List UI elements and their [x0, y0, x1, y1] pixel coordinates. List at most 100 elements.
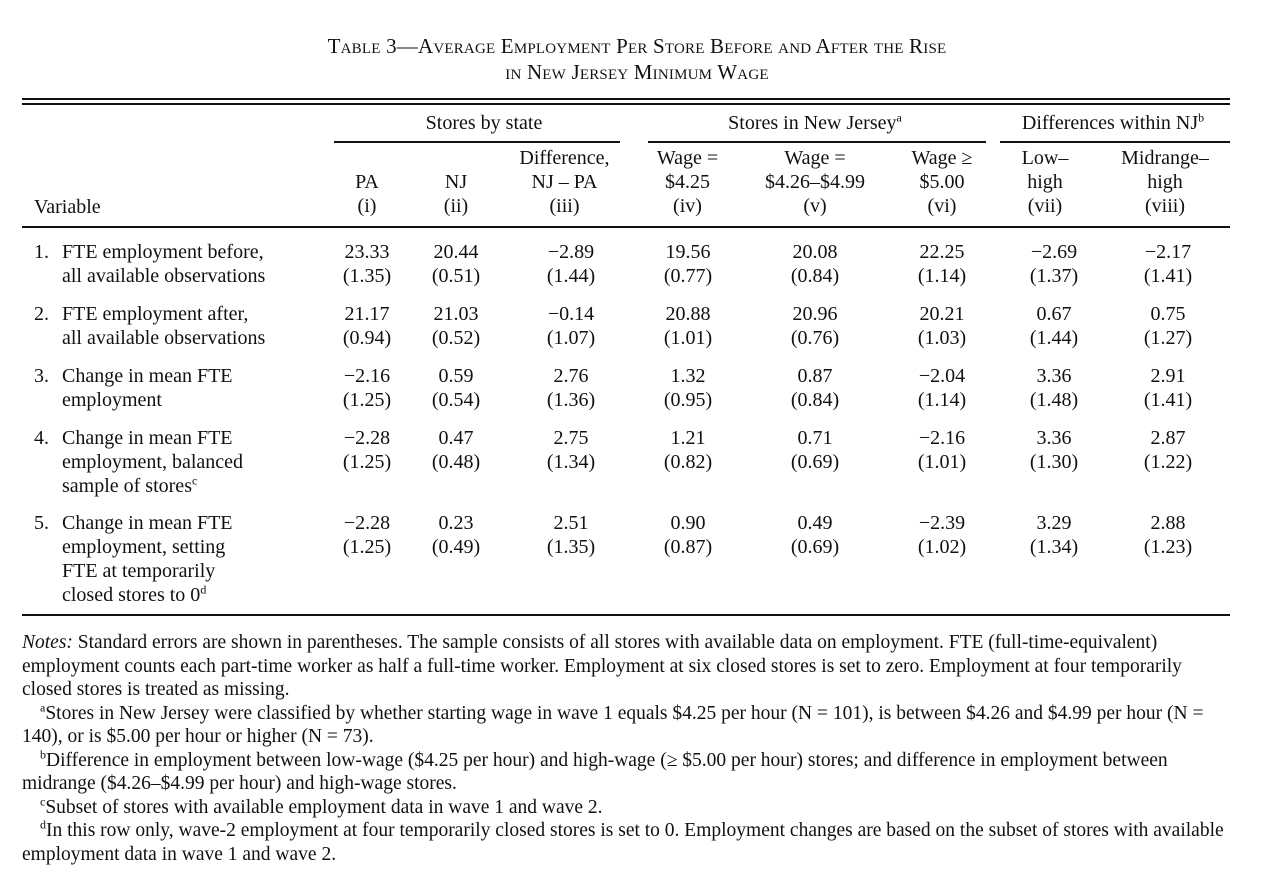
standard-error: (0.69)	[790, 536, 840, 558]
col-header-nj: NJ (ii)	[443, 171, 469, 217]
estimate-value: 19.56	[665, 241, 711, 263]
cell-row2-low-high: 0.67 (1.44)	[1004, 302, 1104, 350]
cell-row2-wage-500: 20.21 (1.03)	[892, 302, 992, 350]
cell-row4-wage-426-499: 0.71 (0.69)	[765, 426, 865, 474]
estimate-value: 3.36	[1036, 365, 1072, 387]
estimate-value: −2.28	[343, 427, 391, 449]
cell-row1-midrange-high: −2.17 (1.41)	[1118, 240, 1218, 288]
cell-row5-nj: 0.23 (0.49)	[406, 511, 506, 559]
estimate-value: 20.08	[792, 241, 838, 263]
standard-error: (0.51)	[431, 265, 481, 287]
standard-error: (0.49)	[431, 536, 481, 558]
estimate-value: 0.87	[797, 365, 833, 387]
cell-row1-difference: −2.89 (1.44)	[521, 240, 621, 288]
cell-row1-wage-426-499: 20.08 (0.84)	[765, 240, 865, 288]
estimate-value: 0.67	[1036, 303, 1072, 325]
cell-row4-pa: −2.28 (1.25)	[317, 426, 417, 474]
footnote-b: bDifference in employment between low-wa…	[22, 747, 1168, 794]
footnote-d: dIn this row only, wave-2 employment at …	[22, 817, 1224, 865]
cell-row5-pa: −2.28 (1.25)	[317, 511, 417, 559]
table-title-line-1: Table 3—Average Employment Per Store Bef…	[327, 34, 947, 58]
standard-error: (1.27)	[1143, 327, 1193, 349]
top-rule-1	[22, 98, 1230, 100]
row-label-1: 1. FTE employment before, all available ob…	[34, 241, 266, 287]
estimate-value: 20.21	[919, 303, 965, 325]
estimate-value: 0.59	[438, 365, 474, 387]
table-title-line-2: in New Jersey Minimum Wage	[505, 60, 769, 84]
estimate-value: 20.44	[433, 241, 479, 263]
table-notes: Notes: Standard errors are shown in pare…	[22, 631, 1234, 866]
estimate-value: 0.47	[438, 427, 474, 449]
cell-row5-difference: 2.51 (1.35)	[521, 511, 621, 559]
standard-error: (0.52)	[431, 327, 481, 349]
cell-row2-wage-425: 20.88 (1.01)	[638, 302, 738, 350]
standard-error: (1.23)	[1143, 536, 1193, 558]
cell-row4-midrange-high: 2.87 (1.22)	[1118, 426, 1218, 474]
standard-error: (0.95)	[663, 389, 713, 411]
cell-row3-wage-500: −2.04 (1.14)	[892, 364, 992, 412]
row-label-2: 2. FTE employment after, all available obs…	[34, 303, 266, 349]
standard-error: (0.48)	[431, 451, 481, 473]
estimate-value: −2.69	[1030, 241, 1078, 263]
notes-main: Notes: Standard errors are shown in pare…	[22, 632, 1182, 700]
footnote-a: aStores in New Jersey were classified by…	[22, 700, 1204, 747]
cell-row3-nj: 0.59 (0.54)	[406, 364, 506, 412]
estimate-value: 0.71	[797, 427, 833, 449]
estimate-value: 2.87	[1150, 427, 1186, 449]
standard-error: (1.44)	[546, 265, 596, 287]
cell-row1-wage-425: 19.56 (0.77)	[638, 240, 738, 288]
standard-error: (1.03)	[917, 327, 967, 349]
estimate-value: 3.36	[1036, 427, 1072, 449]
estimate-value: 20.88	[665, 303, 711, 325]
standard-error: (1.48)	[1029, 389, 1079, 411]
standard-error: (1.25)	[342, 536, 392, 558]
estimate-value: −2.28	[343, 512, 391, 534]
cell-row5-low-high: 3.29 (1.34)	[1004, 511, 1104, 559]
standard-error: (1.34)	[546, 451, 596, 473]
cell-row1-pa: 23.33 (1.35)	[317, 240, 417, 288]
standard-error: (1.07)	[546, 327, 596, 349]
col-header-difference: Difference, NJ – PA (iii)	[519, 147, 610, 217]
estimate-value: 0.49	[797, 512, 833, 534]
standard-error: (1.25)	[342, 389, 392, 411]
cell-row4-wage-425: 1.21 (0.82)	[638, 426, 738, 474]
row-footnote-marker: c	[191, 473, 198, 488]
cell-row3-midrange-high: 2.91 (1.41)	[1118, 364, 1218, 412]
cell-row2-difference: −0.14 (1.07)	[521, 302, 621, 350]
col-header-wage-426-499: Wage = $4.26–$4.99 (v)	[765, 147, 865, 217]
estimate-value: 2.75	[553, 427, 589, 449]
group-header-stores-in-nj: Stores in New Jerseya	[728, 110, 902, 134]
standard-error: (1.35)	[546, 536, 596, 558]
group-rule-stores-by-state	[334, 141, 620, 143]
cell-row5-wage-500: −2.39 (1.02)	[892, 511, 992, 559]
footnote-c: cSubset of stores with available employm…	[40, 794, 603, 818]
cell-row4-low-high: 3.36 (1.30)	[1004, 426, 1104, 474]
estimate-value: −2.17	[1144, 241, 1192, 263]
estimate-value: 21.17	[344, 303, 390, 325]
standard-error: (1.02)	[917, 536, 967, 558]
estimate-value: 22.25	[919, 241, 965, 263]
estimate-value: 2.51	[553, 512, 589, 534]
row-label-5: 5. Change in mean FTE employment, setting F…	[34, 512, 233, 606]
estimate-value: 3.29	[1036, 512, 1072, 534]
bottom-rule	[22, 614, 1230, 616]
cell-row2-midrange-high: 0.75 (1.27)	[1118, 302, 1218, 350]
cell-row3-wage-426-499: 0.87 (0.84)	[765, 364, 865, 412]
estimate-value: 23.33	[344, 241, 390, 263]
footnote-marker-b: b	[1198, 110, 1205, 125]
estimate-value: −2.16	[343, 365, 391, 387]
estimate-value: 2.91	[1150, 365, 1186, 387]
estimate-value: 1.32	[670, 365, 706, 387]
col-header-pa: PA (i)	[355, 171, 379, 217]
estimate-value: −2.39	[918, 512, 966, 534]
standard-error: (0.54)	[431, 389, 481, 411]
standard-error: (1.41)	[1143, 265, 1193, 287]
header-rule	[22, 226, 1230, 228]
cell-row1-low-high: −2.69 (1.37)	[1004, 240, 1104, 288]
estimate-value: 2.76	[553, 365, 589, 387]
variable-column-header: Variable	[34, 196, 101, 218]
standard-error: (1.22)	[1143, 451, 1193, 473]
cell-row4-wage-500: −2.16 (1.01)	[892, 426, 992, 474]
estimate-value: 0.23	[438, 512, 474, 534]
cell-row5-wage-425: 0.90 (0.87)	[638, 511, 738, 559]
